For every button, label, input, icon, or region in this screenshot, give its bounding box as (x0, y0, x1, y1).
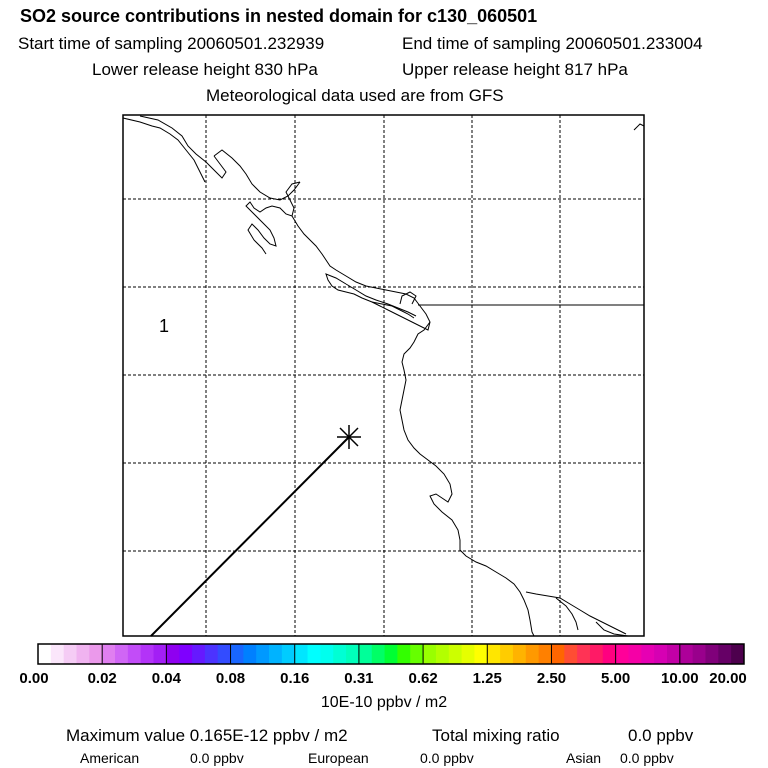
colorbar-frame (37, 643, 745, 665)
colorbar-swatch (435, 644, 450, 664)
colorbar-tick-label: 1.25 (472, 670, 502, 687)
colorbar-swatch (102, 644, 116, 664)
colorbar-swatch (371, 644, 386, 664)
page-title: SO2 source contributions in nested domai… (20, 6, 538, 26)
colorbar-tick-label: 10.00 (661, 670, 699, 687)
colorbar-swatch (358, 644, 373, 664)
asian-value: 0.0 ppbv (620, 750, 674, 766)
colorbar-tick-label: 0.04 (151, 670, 181, 687)
colorbar-swatch (589, 644, 604, 664)
colorbar (38, 644, 745, 664)
american-label: American (80, 750, 140, 766)
colorbar-swatch (38, 644, 52, 664)
colorbar-swatch (577, 644, 591, 664)
colorbar-swatch (679, 644, 694, 664)
colorbar-swatch (500, 644, 514, 664)
colorbar-swatch (423, 644, 437, 664)
total-mixing-label: Total mixing ratio (432, 726, 560, 745)
met-data-text: Meteorological data used are from GFS (206, 86, 504, 105)
colorbar-tick-label: 0.31 (344, 670, 374, 687)
colorbar-swatch (641, 644, 655, 664)
colorbar-tick-label: 0.16 (280, 670, 310, 687)
colorbar-swatch (269, 644, 283, 664)
colorbar-swatch (127, 644, 142, 664)
european-label: European (308, 750, 369, 766)
colorbar-swatch (294, 644, 309, 664)
colorbar-swatch (397, 644, 411, 664)
colorbar-swatch (166, 644, 180, 664)
colorbar-swatch (204, 644, 219, 664)
colorbar-tick-label: 5.00 (601, 670, 631, 687)
upper-release-text: Upper release height 817 hPa (402, 60, 628, 79)
colorbar-swatch (705, 644, 719, 664)
colorbar-swatch (307, 644, 321, 664)
colorbar-swatch (564, 644, 578, 664)
colorbar-swatch (76, 644, 90, 664)
colorbar-tick-label: 0.00 (19, 670, 49, 687)
colorbar-swatch (89, 644, 103, 664)
map-frame (122, 114, 645, 637)
colorbar-swatch (602, 644, 617, 664)
end-time-text: End time of sampling 20060501.233004 (402, 34, 703, 53)
colorbar-swatch (256, 644, 270, 664)
coastline (122, 115, 645, 637)
colorbar-swatch (474, 644, 488, 664)
colorbar-swatch (333, 644, 347, 664)
start-time-text: Start time of sampling 20060501.232939 (18, 34, 325, 53)
site-marker-label: 1 (159, 316, 170, 336)
colorbar-swatch (448, 644, 463, 664)
colorbar-swatch (525, 644, 540, 664)
colorbar-tick-label: 0.08 (215, 670, 246, 687)
colorbar-tick-label: 0.62 (408, 670, 438, 687)
colorbar-swatch (384, 644, 398, 664)
colorbar-swatch (115, 644, 129, 664)
colorbar-tick-label: 20.00 (709, 670, 747, 687)
colorbar-tick-label: 0.02 (87, 670, 117, 687)
grid-lines (123, 115, 644, 636)
lower-release-text: Lower release height 830 hPa (92, 60, 318, 79)
colorbar-swatch (63, 644, 78, 664)
colorbar-swatch (243, 644, 257, 664)
total-mixing-value: 0.0 ppbv (628, 726, 694, 745)
colorbar-tick-label: 2.50 (536, 670, 567, 687)
colorbar-swatch (666, 644, 681, 664)
colorbar-swatch (461, 644, 475, 664)
colorbar-swatch (192, 644, 206, 664)
colorbar-swatch (50, 644, 65, 664)
colorbar-swatch (346, 644, 360, 664)
american-value: 0.0 ppbv (190, 750, 244, 766)
colorbar-swatch (551, 644, 565, 664)
colorbar-swatch (410, 644, 424, 664)
asterisk-star-icon (337, 425, 361, 449)
european-value: 0.0 ppbv (420, 750, 474, 766)
colorbar-swatch (281, 644, 296, 664)
colorbar-swatch (692, 644, 706, 664)
colorbar-swatch (512, 644, 527, 664)
colorbar-swatch (153, 644, 167, 664)
colorbar-swatch (538, 644, 552, 664)
colorbar-swatch (628, 644, 642, 664)
max-value-text: Maximum value 0.165E-12 ppbv / m2 (66, 726, 348, 745)
colorbar-swatch (731, 644, 745, 664)
colorbar-units: 10E-10 ppbv / m2 (320, 694, 448, 711)
colorbar-swatch (217, 644, 232, 664)
colorbar-swatch (140, 644, 155, 664)
colorbar-swatch (654, 644, 668, 664)
asian-label: Asian (566, 750, 602, 766)
colorbar-swatch (179, 644, 193, 664)
trajectory-line (150, 436, 350, 637)
colorbar-swatch (718, 644, 732, 664)
colorbar-swatch (487, 644, 501, 664)
colorbar-swatch (230, 644, 244, 664)
colorbar-swatch (615, 644, 629, 664)
colorbar-swatch (320, 644, 334, 664)
